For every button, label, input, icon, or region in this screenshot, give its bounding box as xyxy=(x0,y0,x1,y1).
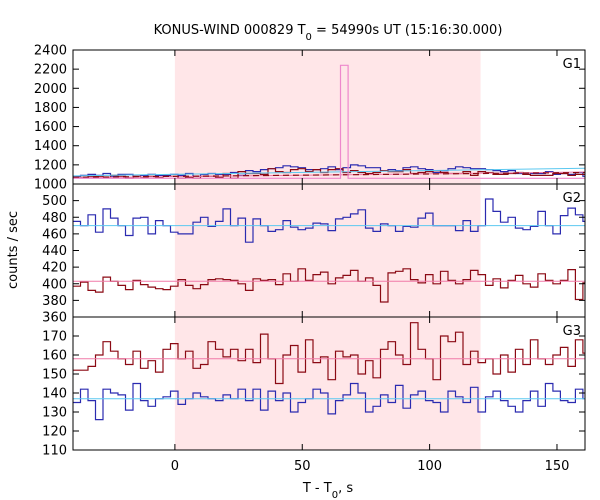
y-tick-label: 160 xyxy=(42,349,67,364)
y-tick-label: 440 xyxy=(42,244,67,259)
y-tick-label: 400 xyxy=(42,277,67,292)
y-tick-label: 420 xyxy=(42,261,67,276)
panel-frame xyxy=(72,316,586,451)
y-tick-label: 1000 xyxy=(34,178,67,193)
spike-outline xyxy=(73,64,585,179)
y-tick-label: 120 xyxy=(42,425,67,440)
y-tick-label: 460 xyxy=(42,227,67,242)
y-tick-label: 170 xyxy=(42,330,67,345)
x-axis-label: T - T0, s xyxy=(302,481,353,500)
y-tick-label: 2400 xyxy=(34,44,67,59)
y-tick-label: 2200 xyxy=(34,63,67,78)
y-tick-label: 480 xyxy=(42,211,67,226)
y-tick-label: 130 xyxy=(42,406,67,421)
series-1-line xyxy=(73,198,585,243)
series-2-line xyxy=(73,268,585,303)
chart-title: KONUS-WIND 000829 T0 = 54990s UT (15:16:… xyxy=(154,23,503,43)
panel-g1: 1000 1200 1400 1600 1800 2000 2200 2400 G1 xyxy=(34,44,586,193)
x-tick-label: 50 xyxy=(294,459,311,474)
panel-g3: 110 120 130 140 150 160 170 G3 xyxy=(42,316,586,459)
y-axis-label: counts / sec xyxy=(6,211,21,289)
shaded-interval xyxy=(174,317,481,450)
y-tick-label: 150 xyxy=(42,368,67,383)
panels-layer: 10001200140016001800200022002400G1360380… xyxy=(34,44,586,474)
x-tick-label: 100 xyxy=(417,459,442,474)
shaded-interval xyxy=(174,184,481,317)
y-tick-label: 2000 xyxy=(34,82,67,97)
fit-dashed-line xyxy=(72,171,586,178)
x-tick-label: 150 xyxy=(545,459,570,474)
y-tick-label: 1600 xyxy=(34,120,67,135)
y-tick-label: 1400 xyxy=(34,139,67,154)
panel-label: G2 xyxy=(563,191,581,206)
series-2-line xyxy=(73,322,585,385)
y-tick-label: 140 xyxy=(42,387,67,402)
x-tick-label: 0 xyxy=(171,459,179,474)
y-tick-label: 360 xyxy=(42,311,67,326)
panel-label: G3 xyxy=(563,324,581,339)
y-tick-label: 500 xyxy=(42,194,67,209)
fit-line-1 xyxy=(72,167,586,177)
y-tick-label: 380 xyxy=(42,294,67,309)
panel-label: G1 xyxy=(563,57,581,72)
y-tick-label: 1200 xyxy=(34,158,67,173)
shaded-interval xyxy=(174,50,481,184)
y-tick-label: 1800 xyxy=(34,101,67,116)
series-1-line xyxy=(73,164,585,177)
y-tick-label: 110 xyxy=(42,444,67,459)
